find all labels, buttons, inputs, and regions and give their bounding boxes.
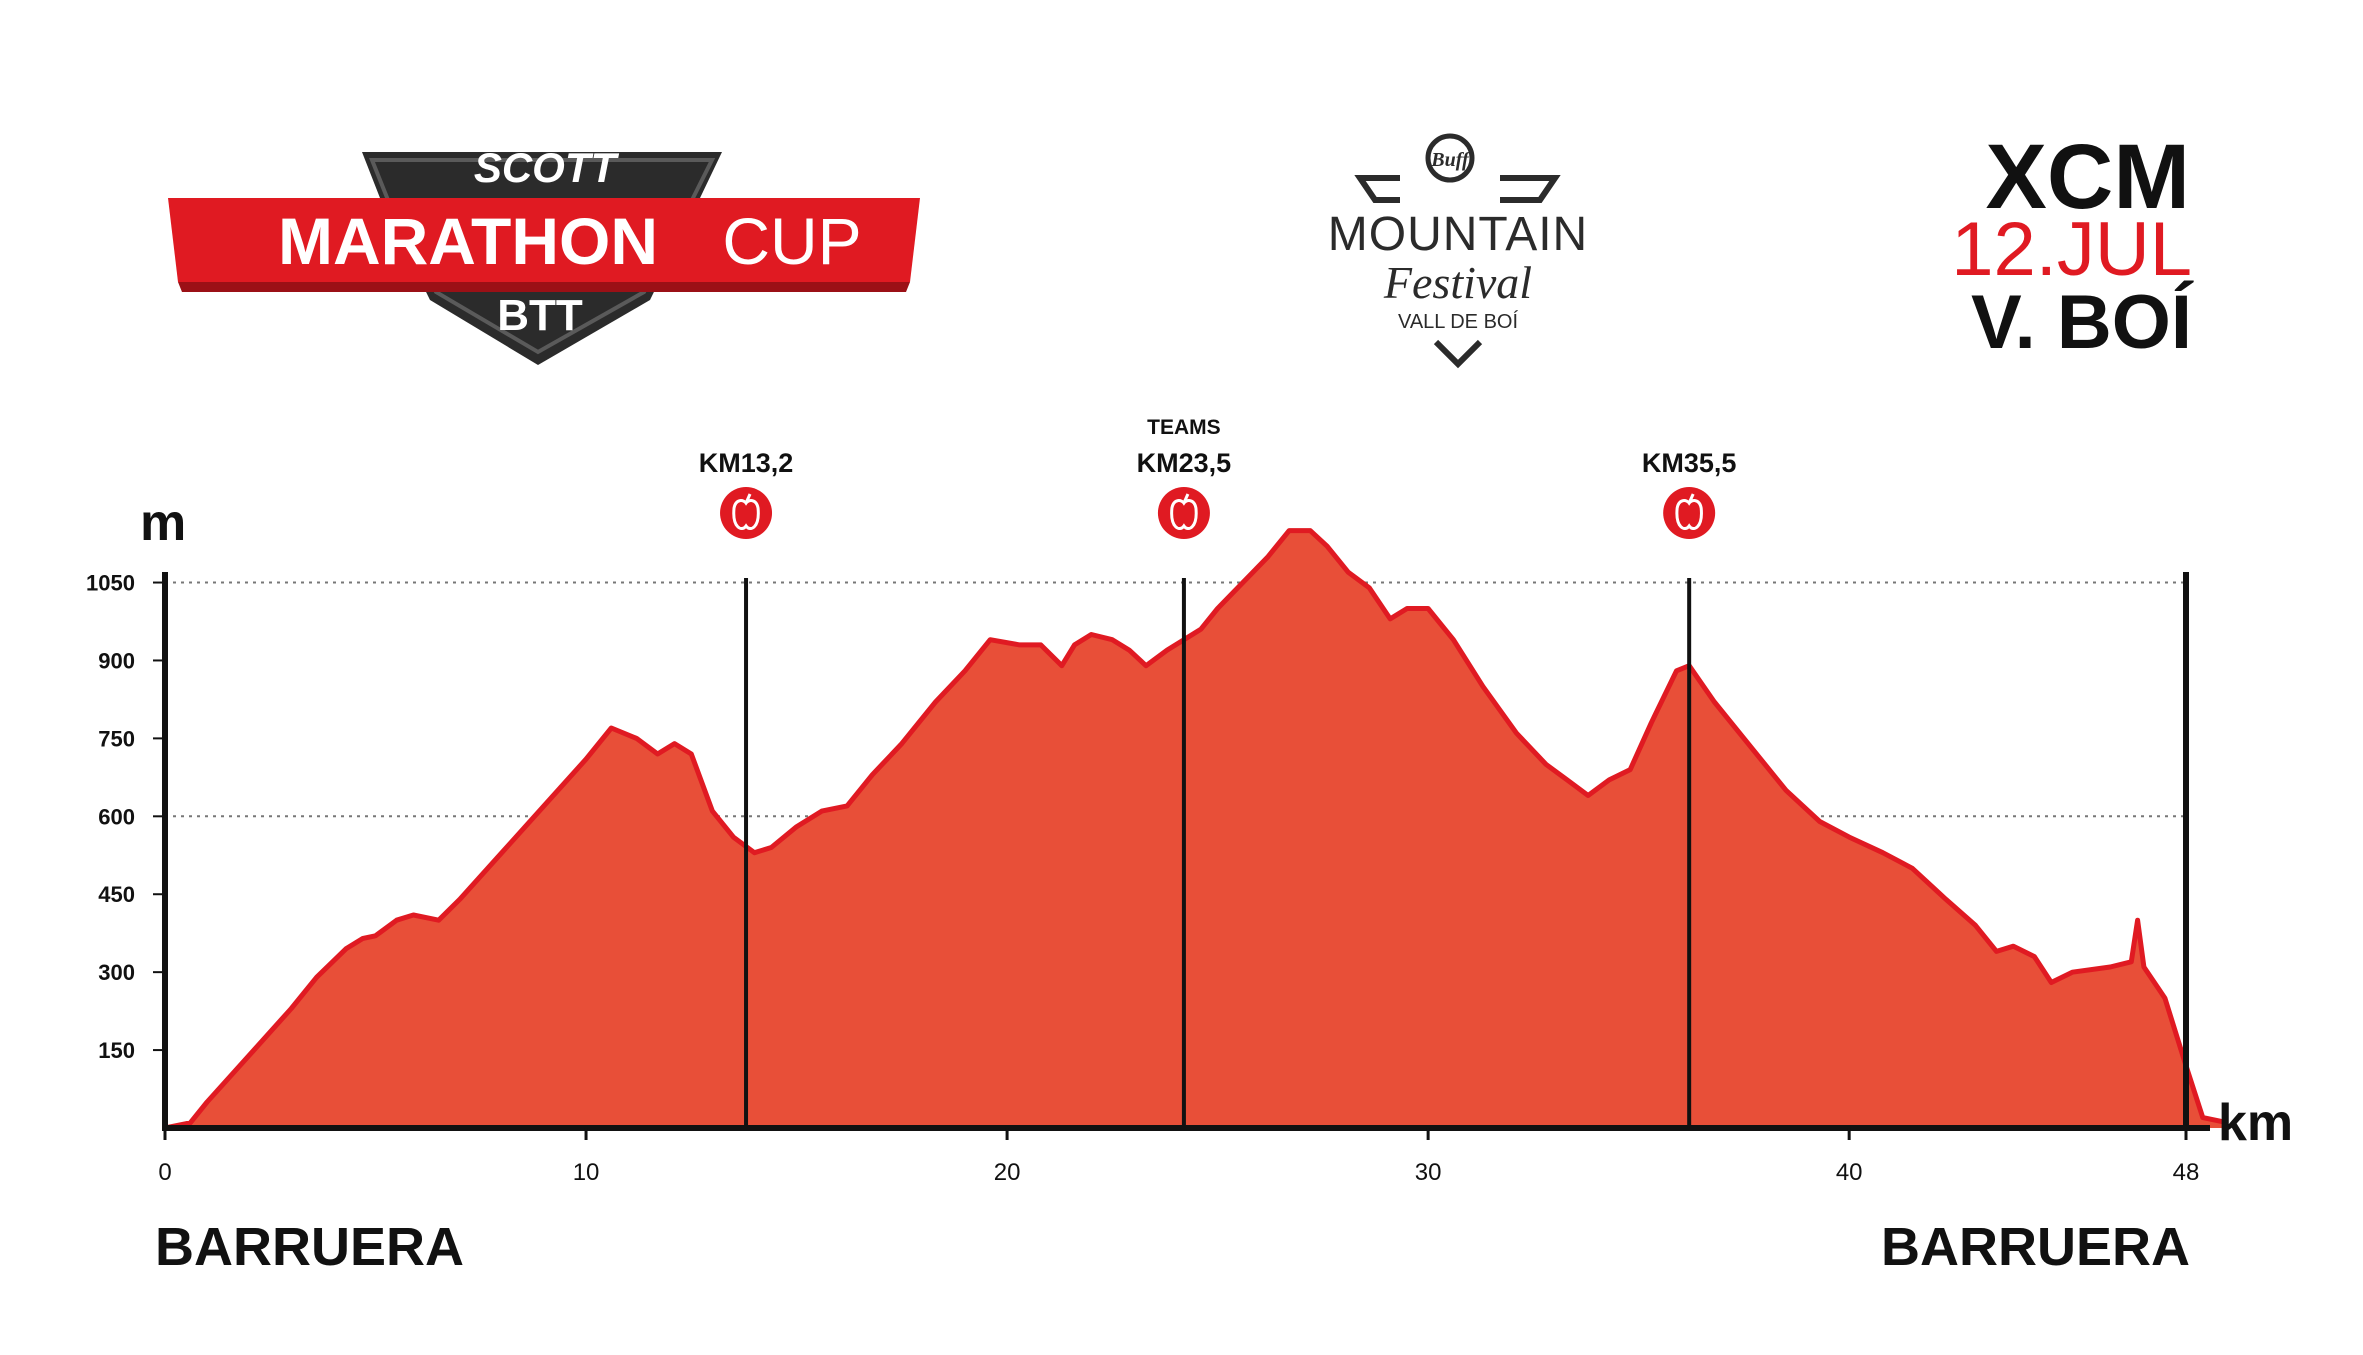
logo-banner-shadow bbox=[178, 282, 910, 292]
end-location-label: BARRUERA bbox=[1881, 1217, 2190, 1277]
aid-station-label: KM23,5 bbox=[1137, 448, 1232, 478]
aid-station-marker: KM35,5 bbox=[1642, 448, 1737, 1128]
aid-station-marker: KM13,2 bbox=[699, 448, 794, 1128]
y-tick-label: 1050 bbox=[86, 571, 135, 596]
aid-station-label: KM13,2 bbox=[699, 448, 794, 478]
x-tick-label: 10 bbox=[573, 1159, 600, 1186]
elevation-line bbox=[164, 528, 2229, 1131]
y-axis-unit-label: m bbox=[140, 494, 186, 552]
x-tick-labels: 0 10 20 30 40 48 bbox=[158, 1128, 2199, 1186]
festival-line-mountain: MOUNTAIN bbox=[1328, 208, 1588, 261]
event-date: 12.JUL bbox=[1951, 207, 2192, 292]
y-tick-label: 150 bbox=[98, 1038, 135, 1063]
festival-frame-left bbox=[1354, 175, 1400, 203]
aid-station-top-label: TEAMS bbox=[1147, 416, 1221, 439]
logo-sub-btt: BTT bbox=[497, 291, 583, 340]
y-tick-label: 900 bbox=[98, 648, 135, 673]
festival-line-festival: Festival bbox=[1383, 257, 1532, 308]
x-axis-unit-label: km bbox=[2218, 1094, 2293, 1152]
event-info: XCM 12.JUL V. BOÍ bbox=[1951, 126, 2194, 365]
axes bbox=[162, 572, 2210, 1131]
aid-station-label: KM35,5 bbox=[1642, 448, 1737, 478]
apple-icon bbox=[1157, 487, 1210, 539]
logo-brand-text: SCOTT bbox=[474, 144, 620, 191]
logo-word-marathon: MARATHON bbox=[278, 204, 658, 278]
start-location-label: BARRUERA bbox=[155, 1217, 464, 1277]
event-discipline: XCM bbox=[1986, 126, 2190, 228]
elevation-area bbox=[165, 530, 2229, 1128]
y-tick-label: 600 bbox=[98, 804, 135, 829]
festival-line-place: VALL DE BOÍ bbox=[1398, 310, 1518, 333]
x-tick-label: 20 bbox=[994, 1159, 1021, 1186]
x-tick-label: 0 bbox=[158, 1159, 171, 1186]
y-tick-label: 450 bbox=[98, 882, 135, 907]
apple-icon bbox=[720, 487, 773, 539]
mountain-festival-logo: Buff MOUNTAIN Festival VALL DE BOÍ bbox=[1328, 133, 1588, 369]
buff-badge-icon bbox=[1425, 133, 1475, 183]
aid-station-markers: KM13,2 KM23,5 TEAMS KM35,5 bbox=[699, 416, 1737, 1128]
apple-icon bbox=[1663, 487, 1716, 539]
x-tick-label: 48 bbox=[2173, 1159, 2200, 1186]
buff-badge-text: Buff bbox=[1430, 149, 1471, 171]
festival-frame-right bbox=[1500, 175, 1561, 203]
aid-station-marker: KM23,5 TEAMS bbox=[1137, 416, 1232, 1128]
y-tick-label: 750 bbox=[98, 726, 135, 751]
logo-red-banner bbox=[168, 198, 920, 282]
y-tick-labels: 150 300 450 600 750 900 1050 bbox=[86, 571, 165, 1063]
y-tick-label: 300 bbox=[98, 960, 135, 985]
marathon-cup-logo: SCOTT MARATHON CUP BTT bbox=[168, 144, 920, 365]
x-tick-label: 40 bbox=[1836, 1159, 1863, 1186]
logo-word-cup: CUP bbox=[722, 204, 861, 278]
x-tick-label: 30 bbox=[1415, 1159, 1442, 1186]
event-place: V. BOÍ bbox=[1971, 280, 2194, 365]
festival-chevron-icon bbox=[1433, 339, 1483, 369]
